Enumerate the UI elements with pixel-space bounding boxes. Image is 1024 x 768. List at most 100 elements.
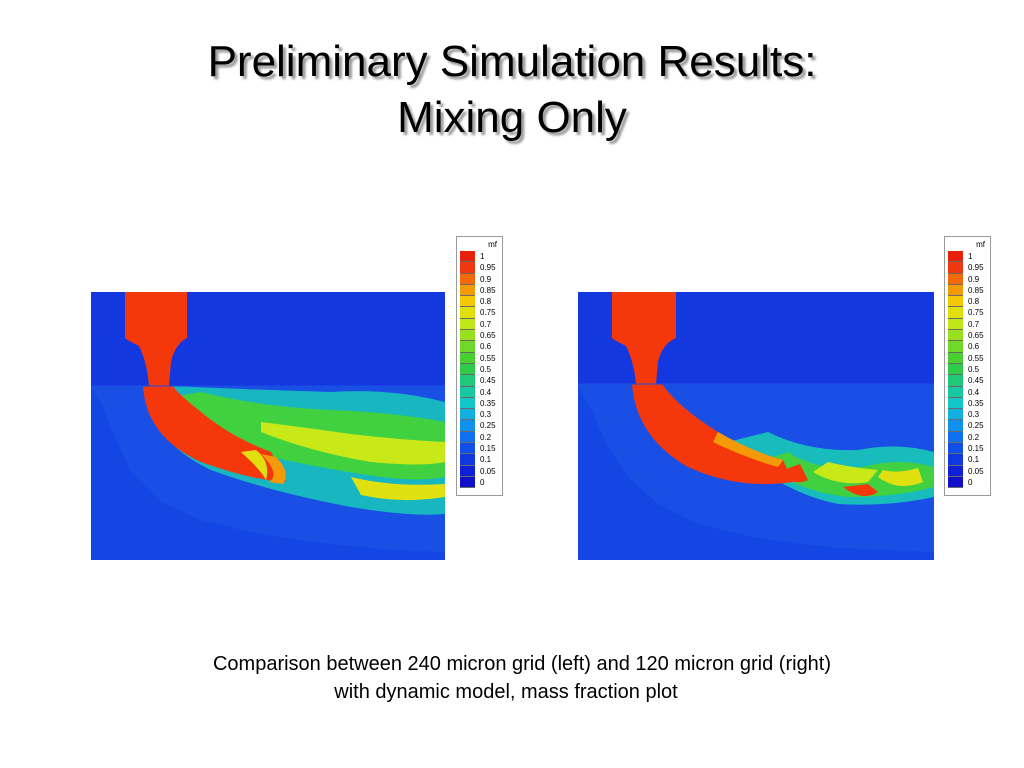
legend-level: 0.75: [480, 308, 496, 318]
colorbar-swatch: [460, 273, 475, 285]
colorbar-swatch: [948, 296, 963, 308]
colorbar-swatch: [948, 386, 963, 398]
colorbar-swatch: [460, 352, 475, 364]
legend-level: 0.35: [968, 398, 984, 408]
colorbar-swatch: [460, 284, 475, 297]
legend-level: 0.55: [968, 353, 984, 363]
colorbar-swatch: [948, 273, 963, 285]
legend-level: 0.6: [968, 342, 980, 352]
legend-level: 0.9: [480, 274, 492, 284]
colorbar-swatch: [948, 443, 963, 455]
colorbar-swatch: [460, 251, 475, 263]
legend-level: 0.9: [968, 274, 980, 284]
colorbar-swatch: [460, 386, 475, 398]
colorbar-swatch: [948, 352, 963, 364]
legend-level: 0.8: [968, 297, 980, 307]
colorbar: [460, 251, 475, 489]
colorbar-swatch: [948, 307, 963, 319]
legend-title: mf: [976, 240, 985, 249]
legend-level: 0.55: [480, 353, 496, 363]
colorbar-swatch: [460, 375, 475, 387]
legend-level: 0.95: [480, 263, 496, 273]
legend-level: 0.45: [968, 376, 984, 386]
colorbar-swatch: [948, 397, 963, 410]
colorbar-labels: 1 0.95 0.9 0.85 0.8 0.75 0.7 0.65 0.6 0.…: [968, 251, 984, 488]
legend-level: 0.5: [480, 364, 492, 374]
legend-level: 1: [480, 252, 485, 261]
colorbar-swatch: [460, 296, 475, 308]
colorbar-swatch: [460, 420, 475, 432]
legend-level: 0.8: [480, 297, 492, 307]
title-line-1: Preliminary Simulation Results:: [207, 37, 817, 86]
colorbar-swatch: [948, 330, 963, 342]
legend-level: 1: [968, 252, 973, 261]
slide-title: Preliminary Simulation Results: Mixing O…: [0, 34, 1024, 146]
colorbar-swatch: [460, 307, 475, 319]
legend-level: 0.45: [480, 376, 496, 386]
legend-level: 0.05: [968, 466, 984, 476]
legend-level: 0.65: [968, 331, 984, 341]
colorbar-swatch: [948, 431, 963, 444]
colorbar-swatch: [948, 363, 963, 376]
colorbar-swatch: [948, 318, 963, 331]
colorbar-swatch: [460, 465, 475, 477]
legend-level: 0.65: [480, 331, 496, 341]
colorbar-swatch: [948, 409, 963, 421]
legend-level: 0: [480, 477, 485, 487]
simulation-plot-left: [91, 292, 445, 560]
colorbar-swatch: [948, 476, 963, 489]
legend-level: 0.1: [968, 455, 980, 465]
colorbar-swatch: [948, 284, 963, 297]
caption-line-1: Comparison between 240 micron grid (left…: [212, 653, 832, 675]
legend-level: 0.15: [480, 444, 496, 454]
legend-level: 0.2: [968, 432, 980, 442]
legend-level: 0.85: [968, 285, 984, 295]
colorbar-swatch: [460, 363, 475, 376]
colorbar-swatch: [460, 454, 475, 466]
legend-level: 0.85: [480, 285, 496, 295]
colorbar-swatch: [460, 431, 475, 444]
colorbar-swatch: [948, 375, 963, 387]
colorbar-labels: 1 0.95 0.9 0.85 0.8 0.75 0.7 0.65 0.6 0.…: [480, 251, 496, 488]
colorbar-swatch: [460, 443, 475, 455]
legend-level: 0.4: [968, 387, 980, 397]
colorbar-swatch: [948, 465, 963, 477]
legend-level: 0.5: [968, 364, 980, 374]
colorbar-swatch: [460, 262, 475, 274]
colorbar-swatch: [948, 262, 963, 274]
colorbar-swatch: [460, 330, 475, 342]
legend-level: 0.3: [480, 410, 492, 420]
legend-title: mf: [488, 240, 497, 249]
colorbar: [948, 251, 963, 489]
legend-level: 0.6: [480, 342, 492, 352]
colorbar-legend-right: mf 1 0.95 0.9 0.85 0.8 0.75 0.7 0.65 0.6…: [944, 236, 991, 496]
legend-level: 0.7: [968, 319, 980, 329]
colorbar-legend-left: mf 1 0.95 0.9 0.85 0.8 0.75 0.7 0.65 0.6…: [456, 236, 503, 496]
legend-level: 0.35: [480, 398, 496, 408]
legend-level: 0.95: [968, 263, 984, 273]
legend-level: 0.75: [968, 308, 984, 318]
colorbar-swatch: [948, 420, 963, 432]
colorbar-swatch: [460, 409, 475, 421]
legend-level: 0.25: [480, 421, 496, 431]
slide-caption: Comparison between 240 micron grid (left…: [0, 650, 1024, 706]
colorbar-swatch: [460, 318, 475, 331]
colorbar-swatch: [460, 397, 475, 410]
caption-line-2: with dynamic model, mass fraction plot: [334, 681, 678, 703]
legend-level: 0.4: [480, 387, 492, 397]
title-line-2: Mixing Only: [397, 93, 627, 142]
legend-level: 0.1: [480, 455, 492, 465]
legend-level: 0.7: [480, 319, 492, 329]
colorbar-swatch: [460, 341, 475, 353]
colorbar-swatch: [948, 251, 963, 263]
colorbar-swatch: [948, 454, 963, 466]
legend-level: 0.15: [968, 444, 984, 454]
simulation-plot-right: [578, 292, 934, 560]
legend-level: 0.2: [480, 432, 492, 442]
colorbar-swatch: [460, 476, 475, 489]
colorbar-swatch: [948, 341, 963, 353]
legend-level: 0.3: [968, 410, 980, 420]
legend-level: 0.05: [480, 466, 496, 476]
legend-level: 0: [968, 477, 973, 487]
legend-level: 0.25: [968, 421, 984, 431]
